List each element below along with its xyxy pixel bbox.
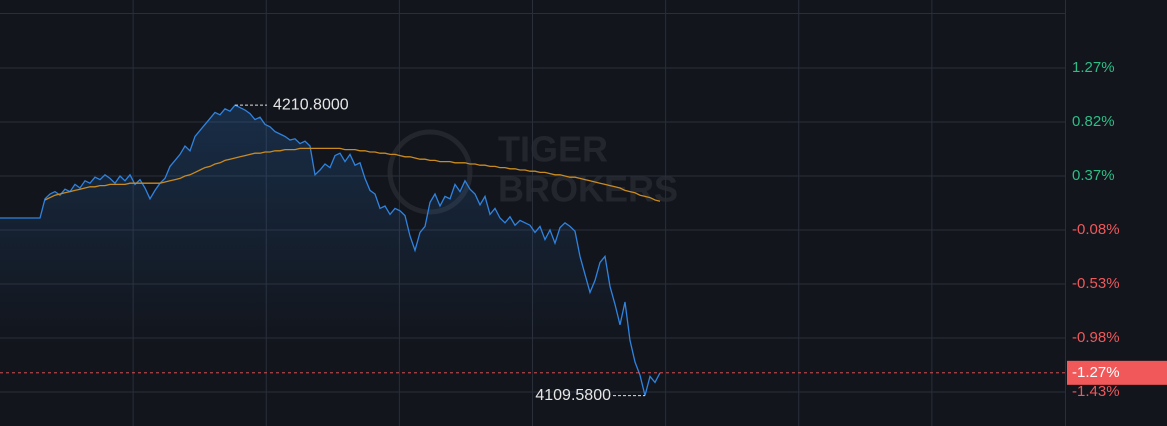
high-label: 4210.8000: [273, 96, 349, 113]
y-tick-label: -0.53%: [1072, 275, 1120, 292]
y-tick-label: -1.43%: [1072, 383, 1120, 400]
area: [0, 105, 660, 426]
current-label: -1.27%: [1072, 364, 1120, 381]
watermark-text: BROKERS: [498, 169, 678, 210]
y-tick-label: -0.08%: [1072, 221, 1120, 238]
y-tick-label: 1.27%: [1072, 59, 1115, 76]
y-tick-label: -0.98%: [1072, 329, 1120, 346]
series-line: [44, 147, 661, 202]
low-label: 4109.5800: [535, 387, 611, 404]
series-line: [0, 104, 661, 396]
y-tick-label: 0.82%: [1072, 113, 1115, 130]
current-box: [1067, 360, 1167, 385]
watermark-text: TIGER: [498, 129, 608, 170]
y-tick-label: 0.37%: [1072, 167, 1115, 184]
watermark: TIGER BROKERS: [387, 129, 678, 215]
